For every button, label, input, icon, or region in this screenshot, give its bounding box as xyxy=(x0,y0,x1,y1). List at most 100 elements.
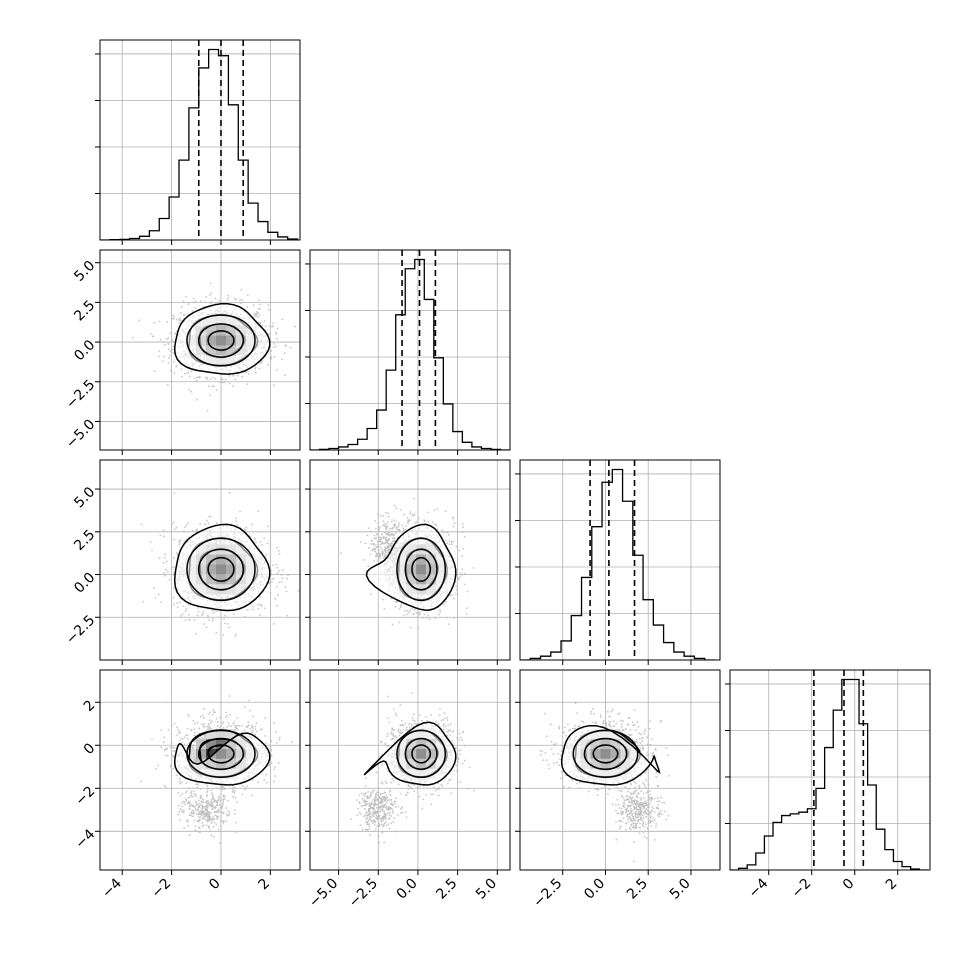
scatter-point xyxy=(411,607,414,610)
scatter-point xyxy=(228,695,231,697)
scatter-point xyxy=(171,566,174,569)
scatter-point xyxy=(169,332,171,334)
scatter-point xyxy=(233,786,235,789)
contour-line-inner xyxy=(404,548,438,591)
scatter-point xyxy=(211,720,213,723)
scatter-point xyxy=(208,813,211,816)
scatter-point xyxy=(276,546,278,549)
scatter-point xyxy=(384,547,387,550)
scatter-point xyxy=(270,573,273,575)
scatter-point xyxy=(385,511,387,514)
panel-frame xyxy=(99,249,301,451)
scatter-point xyxy=(247,373,250,375)
scatter-point xyxy=(382,557,385,560)
scatter-point xyxy=(399,606,402,608)
scatter-point xyxy=(375,536,378,539)
scatter-point xyxy=(382,598,384,601)
histogram-group xyxy=(100,40,299,240)
scatter-point xyxy=(264,325,267,328)
scatter-point xyxy=(231,385,234,388)
scatter-point xyxy=(385,528,388,530)
scatter-point xyxy=(235,517,237,520)
scatter-point xyxy=(409,513,412,515)
scatter-point xyxy=(168,578,171,581)
scatter-point xyxy=(243,528,245,531)
scatter-point xyxy=(272,564,275,566)
scatter-point xyxy=(165,338,168,340)
histogram-step-line xyxy=(730,678,928,870)
scatter-point xyxy=(277,593,279,596)
scatter-point xyxy=(423,519,425,522)
scatter-point xyxy=(248,699,251,702)
scatter-point xyxy=(382,542,385,545)
scatter-point xyxy=(374,547,377,550)
scatter-point xyxy=(173,587,175,590)
scatter-point xyxy=(463,572,466,575)
scatter-point xyxy=(234,378,237,381)
scatter-point xyxy=(206,785,209,788)
scatter-point xyxy=(461,573,464,576)
scatter-point xyxy=(448,543,451,546)
scatter-point xyxy=(445,601,447,603)
scatter-point xyxy=(182,300,185,303)
scatter-point xyxy=(169,350,172,352)
scatter-point xyxy=(159,534,162,537)
scatter-point xyxy=(281,577,284,580)
scatter-point xyxy=(149,332,152,335)
scatter-point xyxy=(463,583,466,586)
scatter-point xyxy=(254,733,256,736)
scatter-point xyxy=(374,550,377,553)
scatter-point xyxy=(196,721,199,724)
scatter-point xyxy=(444,539,447,542)
scatter-point xyxy=(379,543,382,546)
scatter-point xyxy=(404,609,406,612)
joint-panel-content xyxy=(140,491,300,638)
scatter-point xyxy=(403,513,405,516)
scatter-point xyxy=(173,371,176,374)
scatter-point xyxy=(249,535,252,538)
scatter-point xyxy=(184,610,187,613)
histogram-group xyxy=(310,250,510,450)
scatter-point xyxy=(376,543,379,546)
scatter-point xyxy=(205,519,208,522)
scatter-point xyxy=(222,802,224,805)
scatter-point xyxy=(379,526,381,528)
scatter-point xyxy=(271,578,274,581)
scatter-point xyxy=(452,517,455,520)
scatter-point xyxy=(392,519,395,522)
scatter-point xyxy=(192,301,195,304)
scatter-point xyxy=(386,540,389,543)
scatter-point xyxy=(178,319,181,322)
scatter-point xyxy=(407,522,409,525)
scatter-point xyxy=(142,600,145,603)
scatter-point xyxy=(208,619,210,622)
scatter-point xyxy=(283,352,286,355)
scatter-point xyxy=(228,382,231,385)
scatter-point xyxy=(386,542,389,545)
scatter-point xyxy=(373,537,376,540)
scatter-point xyxy=(245,371,248,374)
scatter-point xyxy=(392,534,395,537)
scatter-point xyxy=(219,381,222,384)
scatter-point xyxy=(195,379,198,382)
scatter-point xyxy=(253,304,255,307)
scatter-point xyxy=(175,526,178,529)
scatter-point xyxy=(241,793,244,796)
scatter-point xyxy=(236,524,239,527)
scatter-point xyxy=(158,320,161,323)
scatter-point xyxy=(387,538,390,541)
scatter-point xyxy=(378,554,381,556)
scatter-point xyxy=(214,610,217,613)
scatter-point xyxy=(234,635,237,638)
contour-line-inner xyxy=(197,548,245,591)
scatter-point xyxy=(257,308,260,311)
scatter-point xyxy=(271,324,274,327)
contour-line-inner xyxy=(411,556,432,582)
scatter-point xyxy=(286,614,289,617)
scatter-point xyxy=(187,371,190,374)
scatter-point xyxy=(406,516,409,519)
scatter-point xyxy=(191,530,194,532)
contour-line xyxy=(365,523,457,611)
scatter-point xyxy=(377,545,380,548)
scatter-point xyxy=(368,546,371,549)
